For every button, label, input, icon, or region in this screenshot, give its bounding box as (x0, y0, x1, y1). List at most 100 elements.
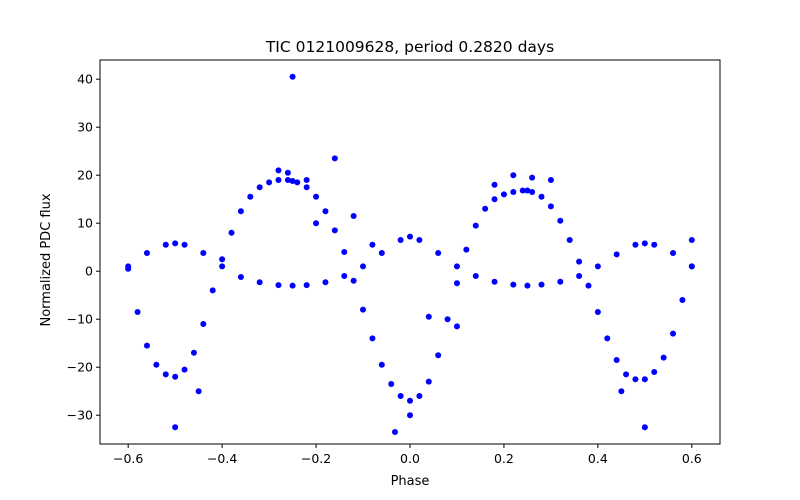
data-point (247, 193, 254, 200)
y-tick-label: 30 (77, 120, 93, 135)
data-point (275, 282, 282, 289)
data-point (397, 393, 404, 399)
data-point (172, 424, 179, 431)
data-point (618, 388, 625, 395)
data-point (547, 203, 554, 210)
data-point (613, 251, 620, 258)
data-point (378, 249, 385, 256)
data-point (529, 174, 536, 181)
data-point (576, 258, 583, 265)
data-point (510, 172, 517, 179)
data-point (407, 397, 413, 404)
data-point (275, 167, 282, 174)
data-point (576, 273, 583, 279)
data-point (641, 424, 648, 431)
data-point (594, 309, 601, 315)
data-point (153, 361, 160, 368)
data-point (228, 229, 235, 236)
data-point (313, 193, 320, 200)
y-tick-label: −10 (67, 312, 93, 327)
axis-ticks: −0.6 −0.4 −0.2 0.0 0.2 0.4 0.6 −30 −20 −10 0 10 20 30… (67, 72, 702, 466)
data-point (519, 187, 526, 194)
data-point (557, 217, 564, 224)
data-point (688, 237, 695, 243)
x-tick-label: −0.6 (113, 451, 143, 466)
data-point (651, 369, 658, 375)
y-tick-label: −30 (67, 408, 93, 423)
data-point (190, 349, 197, 356)
data-point (388, 381, 395, 387)
data-point (472, 222, 479, 229)
data-point (391, 429, 398, 435)
y-tick-label: −20 (67, 360, 93, 375)
data-point (237, 208, 244, 215)
x-tick-label: −0.4 (207, 451, 237, 466)
data-point (289, 177, 296, 184)
data-point (670, 249, 677, 256)
y-tick-label: 10 (77, 216, 93, 231)
data-point (510, 189, 517, 195)
data-point (416, 393, 423, 399)
data-point (547, 177, 554, 183)
data-point (331, 155, 338, 162)
data-point (294, 179, 301, 186)
data-point (500, 191, 507, 198)
data-point (313, 220, 320, 227)
data-point (195, 388, 202, 395)
data-point (453, 323, 460, 330)
data-point (219, 263, 226, 270)
data-point (237, 273, 244, 280)
x-tick-label: 0.6 (682, 451, 702, 466)
data-point (369, 241, 376, 248)
y-tick-label: 20 (77, 168, 93, 183)
data-point (134, 309, 141, 315)
data-point (641, 240, 648, 247)
data-point (435, 352, 442, 359)
data-point (350, 277, 357, 284)
data-point (397, 237, 404, 243)
data-point (407, 412, 413, 419)
data-point (482, 205, 489, 212)
data-point (688, 263, 695, 270)
data-point (143, 249, 150, 256)
data-point (435, 249, 442, 256)
data-point (613, 357, 620, 363)
data-point (524, 187, 531, 194)
data-point (378, 361, 385, 368)
data-point (604, 335, 611, 342)
data-point (557, 278, 564, 285)
data-point (289, 73, 296, 80)
data-point (491, 278, 498, 285)
data-point (256, 279, 263, 286)
data-point (453, 263, 460, 270)
data-point (524, 282, 531, 289)
data-point (632, 241, 639, 248)
data-point (472, 273, 479, 279)
data-point (360, 306, 367, 313)
data-point (162, 371, 169, 378)
data-point (181, 241, 188, 248)
data-point (416, 237, 423, 243)
data-point (200, 249, 207, 256)
y-tick-label: 40 (77, 72, 93, 87)
data-point (425, 313, 432, 320)
data-point (566, 237, 573, 243)
data-point (172, 240, 179, 247)
chart-title: TIC 0121009628, period 0.2820 days (265, 38, 554, 56)
data-point (453, 280, 460, 287)
data-point (341, 273, 348, 279)
data-point (623, 371, 630, 378)
data-point (369, 335, 376, 342)
data-point (529, 189, 536, 195)
data-point (360, 263, 367, 270)
data-point (341, 249, 348, 255)
x-tick-label: 0.4 (588, 451, 608, 466)
data-point (322, 208, 329, 215)
data-point (322, 279, 329, 286)
data-point (219, 256, 226, 263)
data-point (266, 179, 273, 186)
data-point (538, 193, 545, 200)
data-point (172, 373, 179, 380)
data-point (425, 378, 432, 385)
